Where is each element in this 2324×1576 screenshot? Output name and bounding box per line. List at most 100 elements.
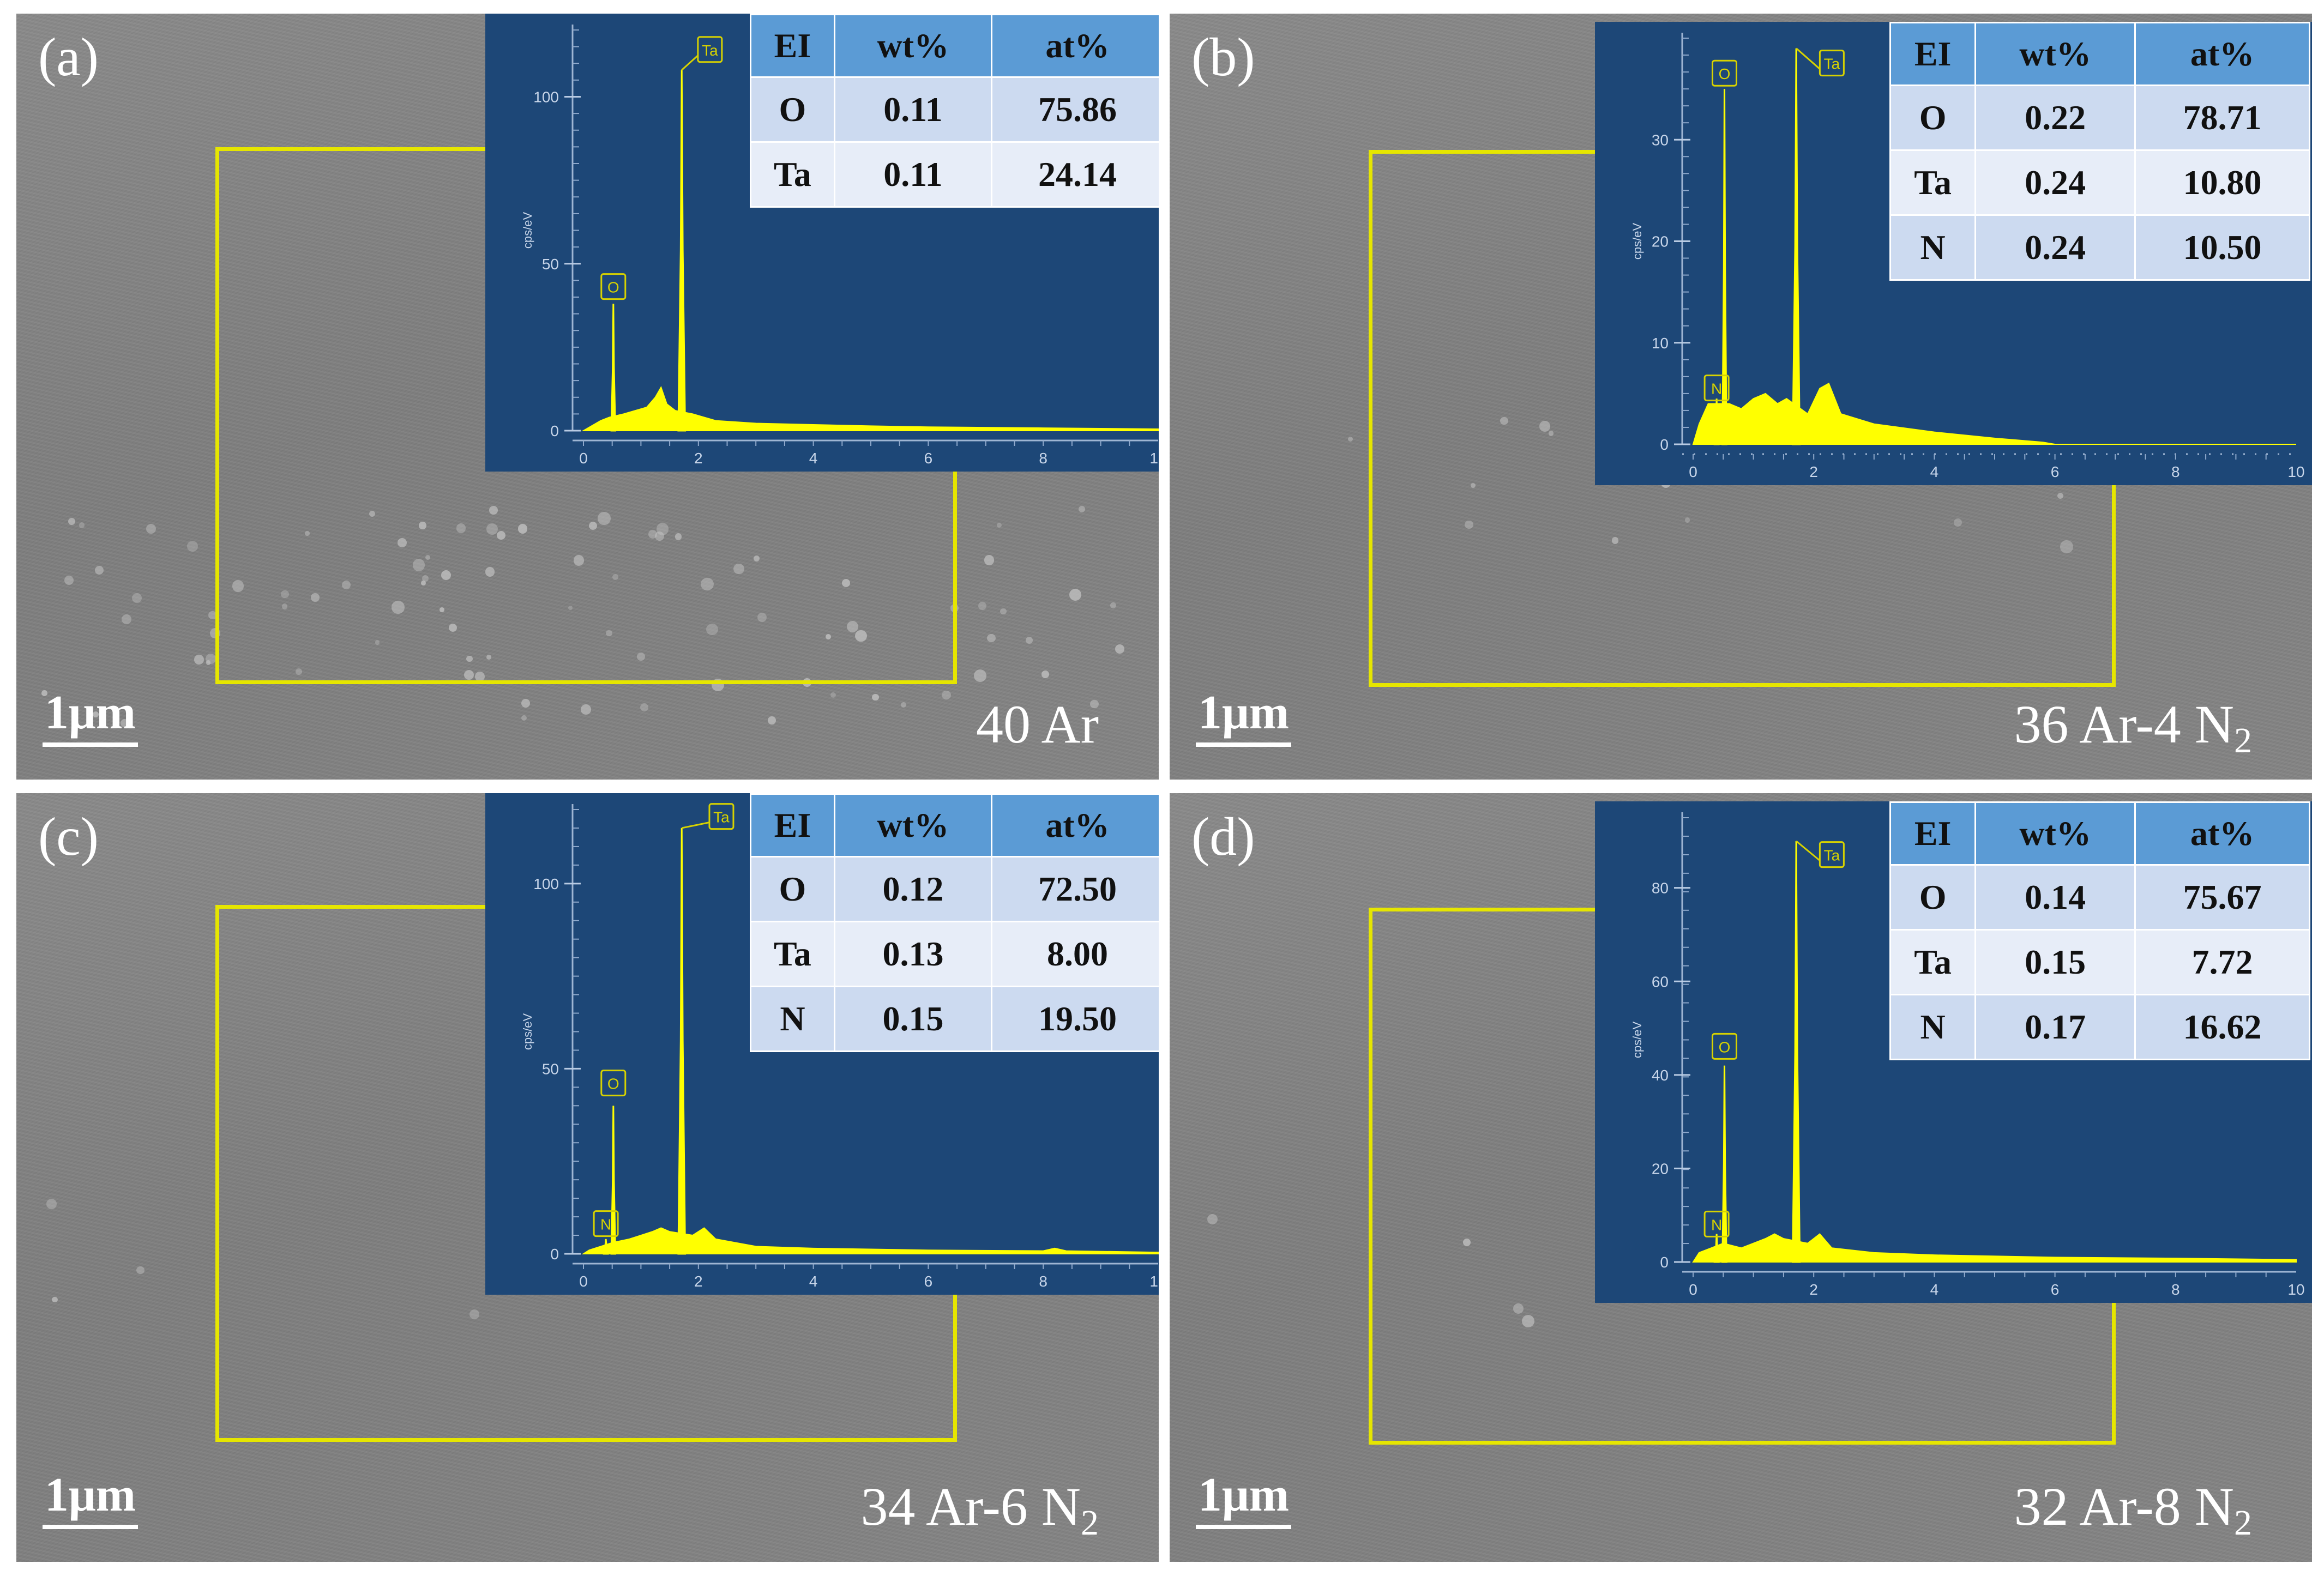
surface-particle [1000, 608, 1007, 615]
surface-particle [606, 630, 613, 637]
condition-text: 40 Ar [976, 694, 1099, 754]
table-cell: 75.67 [2134, 864, 2310, 931]
surface-particle [1079, 505, 1086, 513]
surface-particle [636, 653, 645, 661]
table-cell: 0.15 [1974, 929, 2136, 995]
scale-bar: 1μm [43, 1471, 138, 1529]
table-cell: N [1889, 994, 1977, 1060]
table-cell: 0.24 [1974, 149, 2136, 216]
spectrum-peak-o [1721, 89, 1727, 445]
table-cell: O [1889, 84, 1977, 151]
table-row: O 0.12 72.50 [750, 856, 1159, 922]
panel-label: (c) [38, 806, 99, 867]
surface-particle [1069, 588, 1082, 601]
spectrum-peak-ta [1791, 48, 1801, 445]
surface-particle [568, 605, 573, 610]
surface-particle [842, 578, 851, 588]
surface-particle [92, 711, 99, 718]
table-header-row: EI wt% at% [1889, 22, 2310, 86]
x-tick-label: 0 [579, 450, 588, 467]
surface-particle [846, 620, 858, 632]
peak-label-o: O [1712, 59, 1738, 87]
surface-particle [441, 570, 451, 581]
table-cell: 78.71 [2134, 84, 2310, 151]
x-tick-label: 4 [809, 1273, 818, 1290]
surface-particle [521, 699, 530, 708]
surface-particle [1207, 1213, 1218, 1225]
surface-particle [1611, 537, 1619, 544]
surface-particle [208, 611, 217, 619]
surface-particle [675, 533, 682, 540]
peak-label-n: N [593, 1210, 619, 1237]
table-row: Ta 0.13 8.00 [750, 921, 1159, 987]
table-header-row: EI wt% at% [750, 793, 1159, 858]
peak-label-text: Ta [1824, 56, 1840, 73]
sem-panel: (c) 1μm 34 Ar-6 N2 0 50 100 0 2 4 6 8 10 cps/eV N O Ta E… [16, 793, 1159, 1562]
surface-particle [466, 655, 473, 662]
surface-particle [1090, 699, 1099, 709]
surface-particle [1521, 1315, 1534, 1328]
surface-particle [94, 566, 104, 575]
surface-particle [648, 529, 657, 539]
table-header-cell: wt% [833, 14, 993, 78]
table-cell: Ta [1889, 929, 1977, 995]
surface-particle [475, 672, 485, 681]
table-header-cell: wt% [1974, 22, 2136, 86]
spectrum-peak-n [1713, 1234, 1720, 1263]
peak-label-text: O [1719, 1038, 1731, 1055]
surface-particle [425, 555, 430, 560]
peak-label-o: O [1712, 1032, 1738, 1060]
peak-label-text: N [600, 1216, 611, 1233]
surface-particle [456, 523, 466, 534]
table-row: Ta 0.24 10.80 [1889, 149, 2310, 216]
table-row: N 0.17 16.62 [1889, 994, 2310, 1060]
surface-particle [1025, 636, 1033, 644]
surface-particle [305, 531, 310, 536]
surface-particle [206, 654, 216, 664]
y-axis-label: cps/eV [521, 1013, 534, 1050]
peak-label-o: O [600, 1070, 627, 1097]
table-cell: 75.86 [991, 76, 1159, 143]
table-cell: 0.17 [1974, 994, 2136, 1060]
scale-bar-label: 1μm [1197, 1469, 1290, 1521]
surface-particle [1110, 602, 1117, 609]
table-cell: 7.72 [2134, 929, 2310, 995]
surface-particle [830, 692, 836, 698]
table-cell: 0.14 [1974, 864, 2136, 931]
surface-particle [281, 603, 287, 609]
surface-particle [1471, 482, 1476, 488]
composition-table: EI wt% at% O 0.11 75.86 Ta 0.11 24.14 [750, 14, 1159, 208]
peak-label-text: Ta [1824, 847, 1840, 864]
surface-particle [640, 703, 649, 711]
surface-particle [612, 573, 618, 580]
surface-particle [146, 523, 156, 534]
scale-bar: 1μm [43, 689, 138, 747]
surface-particle [422, 575, 429, 582]
peak-label-ta: Ta [681, 36, 723, 71]
y-tick-label: 0 [1660, 436, 1669, 453]
x-tick-label: 0 [1689, 1281, 1697, 1298]
peak-label-ta: Ta [1796, 47, 1845, 77]
peak-label-ta: Ta [1796, 840, 1845, 868]
table-cell: O [750, 76, 835, 143]
x-tick-label: 4 [1930, 1281, 1939, 1298]
deposition-condition: 40 Ar [976, 697, 1099, 759]
x-tick-label: 6 [2051, 1281, 2060, 1298]
surface-particle [2060, 540, 2073, 553]
surface-particle [589, 521, 598, 530]
scale-bar-line [43, 1525, 138, 1529]
surface-particle [826, 634, 832, 640]
y-tick-label: 0 [1660, 1254, 1669, 1271]
surface-particle [41, 690, 47, 696]
x-tick-label: 6 [2051, 463, 2060, 480]
surface-particle [463, 670, 474, 680]
table-header-cell: at% [991, 793, 1159, 858]
x-tick-label: 10 [2287, 463, 2304, 480]
panel-label: (a) [38, 27, 99, 87]
table-row: O 0.22 78.71 [1889, 84, 2310, 151]
table-row: N 0.24 10.50 [1889, 214, 2310, 281]
surface-particle [1539, 421, 1550, 432]
y-tick-label: 30 [1652, 131, 1669, 148]
surface-particle [232, 580, 244, 592]
